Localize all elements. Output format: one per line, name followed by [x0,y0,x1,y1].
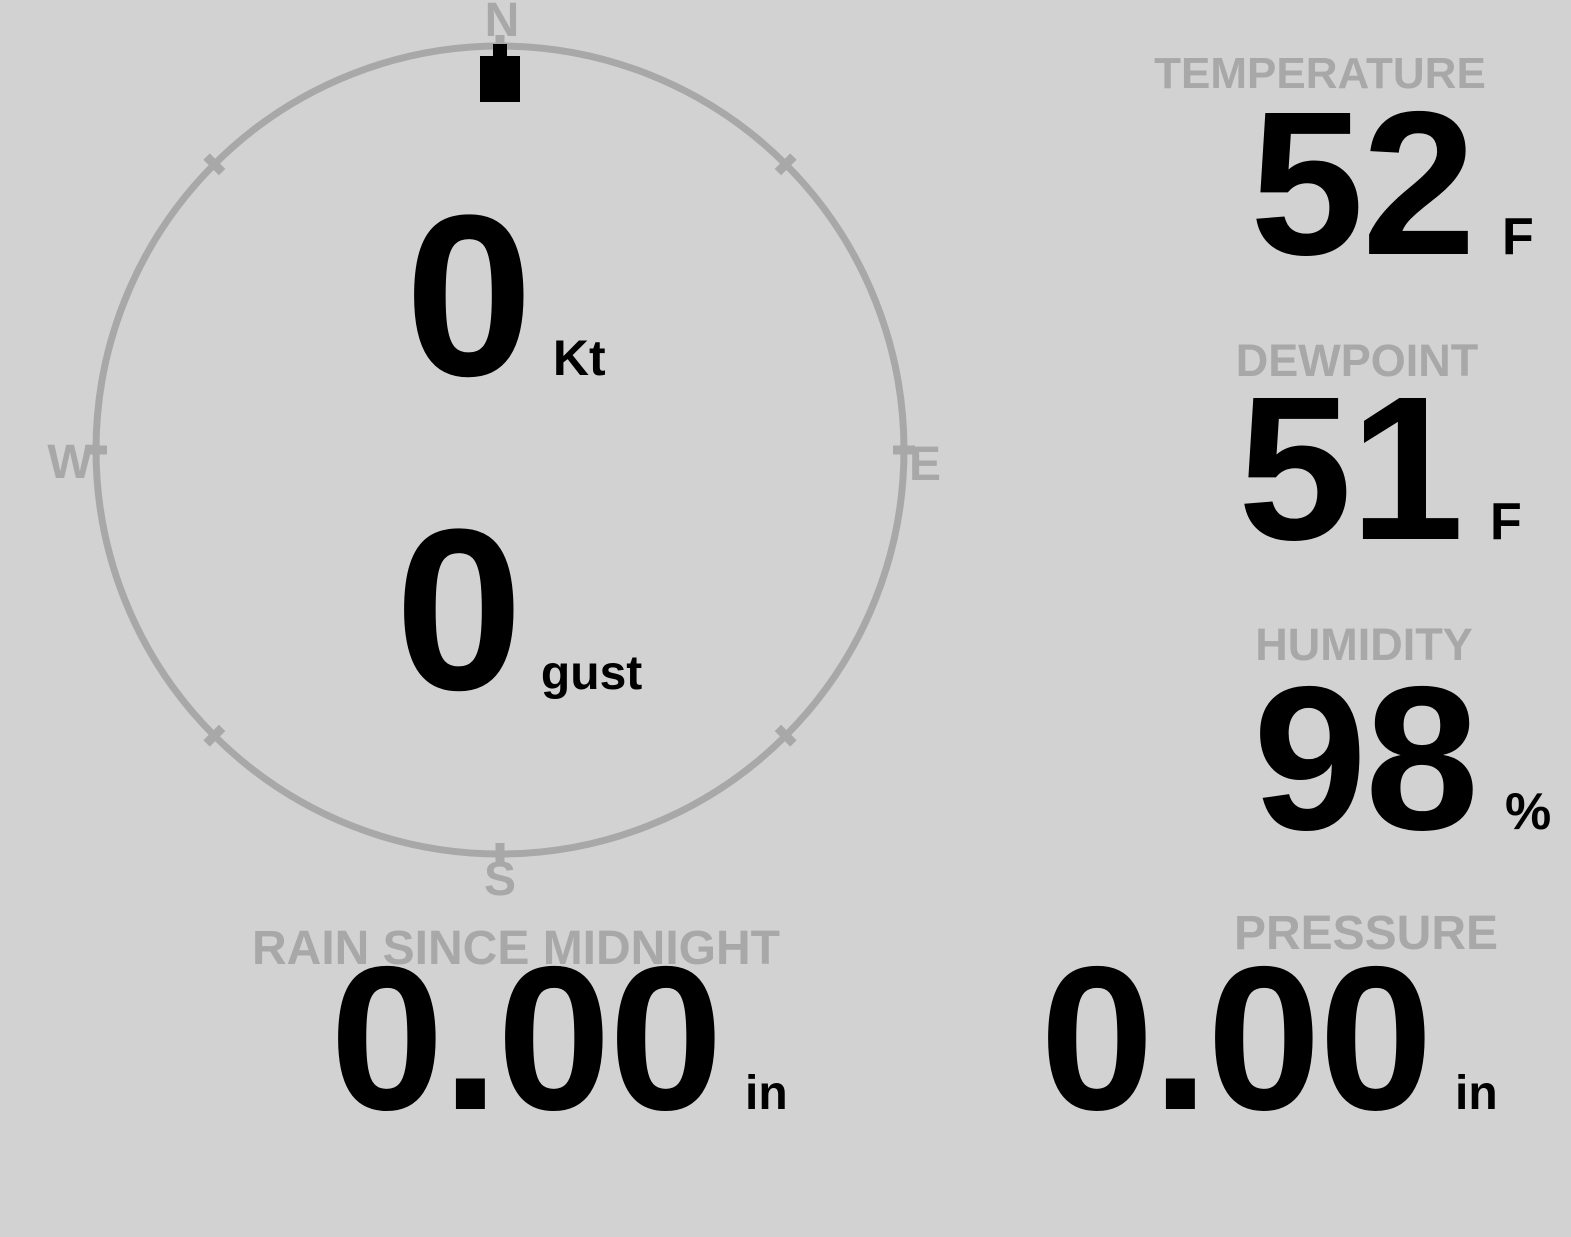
wind-compass-gauge: N E S W 0 Kt 0 gust [0,0,1000,940]
temperature-reading: 52 F [1250,81,1534,286]
humidity-reading: 98 % [1253,656,1551,861]
temperature-value: 52 [1250,69,1476,298]
compass-label-east: E [908,438,941,491]
wind-gust-unit: gust [540,647,643,700]
dewpoint-value: 51 [1238,354,1464,583]
compass-label-south: S [483,853,516,906]
dewpoint-unit: F [1490,493,1522,551]
pressure-label: PRESSURE [1233,907,1499,960]
rain-reading: 0.00 in [330,936,788,1141]
humidity-label: HUMIDITY [1255,619,1473,670]
compass-dial [85,35,915,865]
dewpoint-reading: 51 F [1238,366,1522,571]
pressure-value: 0.00 [1040,924,1433,1153]
dewpoint-label: DEWPOINT [1235,335,1479,386]
humidity-unit: % [1505,783,1552,841]
wind-speed-unit: Kt [552,330,606,386]
pressure-reading: 0.00 in [1040,936,1498,1141]
temperature-unit: F [1502,208,1534,266]
temperature-label: TEMPERATURE [1154,49,1486,98]
wind-direction-marker [480,44,520,102]
wind-speed: 0 Kt [405,181,606,411]
rain-label: RAIN SINCE MIDNIGHT [252,922,780,975]
compass-tick-marks [85,35,915,865]
compass-label-north: N [484,0,520,47]
rain-unit: in [745,1067,788,1120]
wind-speed-value: 0 [405,167,533,424]
rain-value: 0.00 [330,924,723,1153]
humidity-value: 98 [1253,644,1479,873]
compass-label-west: W [47,436,93,489]
wind-gust: 0 gust [395,495,642,725]
wind-gust-value: 0 [395,481,523,738]
pressure-unit: in [1455,1067,1498,1120]
